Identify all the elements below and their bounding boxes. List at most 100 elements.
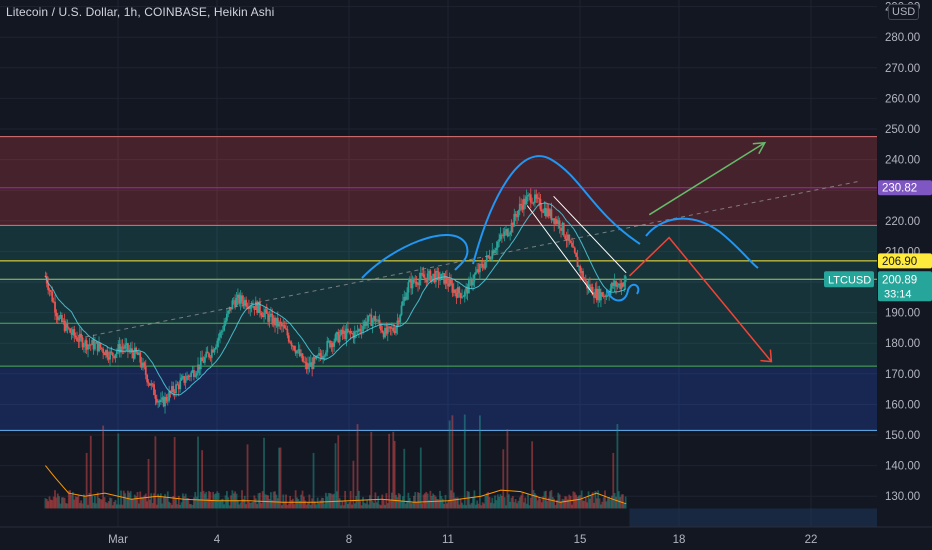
volume-bar bbox=[85, 452, 88, 509]
candle-body bbox=[597, 288, 600, 301]
candle-body bbox=[78, 333, 81, 342]
volume-bar bbox=[116, 504, 118, 509]
candle-body bbox=[177, 384, 180, 390]
candle-body bbox=[205, 351, 208, 358]
candle-body bbox=[396, 320, 399, 328]
candle-body bbox=[436, 271, 439, 273]
volume-bar bbox=[540, 502, 543, 509]
volume-bar bbox=[612, 452, 615, 509]
volume-bar bbox=[523, 502, 525, 509]
candle-body bbox=[50, 290, 52, 292]
candle-body bbox=[370, 314, 373, 326]
candle-body bbox=[457, 287, 459, 298]
candle-body bbox=[353, 331, 356, 339]
candle-body bbox=[389, 326, 392, 329]
candle-body bbox=[161, 397, 164, 400]
volume-bar bbox=[103, 497, 106, 509]
volume-bar bbox=[109, 497, 111, 509]
candle-body bbox=[624, 276, 627, 282]
volume-bar bbox=[206, 498, 209, 509]
candle-body bbox=[235, 297, 238, 307]
volume-bar bbox=[472, 496, 474, 509]
candle-body bbox=[331, 342, 334, 347]
candle-body bbox=[69, 328, 72, 333]
price-tick-label: 160.00 bbox=[885, 399, 920, 411]
volume-bar bbox=[389, 499, 392, 509]
volume-bar bbox=[591, 492, 594, 509]
volume-bar bbox=[237, 500, 239, 509]
candle-body bbox=[65, 322, 67, 331]
candle-body bbox=[219, 332, 221, 338]
candle-body bbox=[509, 232, 512, 235]
volume-bar bbox=[593, 502, 595, 509]
volume-bar bbox=[446, 503, 448, 509]
volume-bar bbox=[234, 491, 237, 509]
candle-body bbox=[459, 293, 462, 298]
volume-bar bbox=[349, 490, 352, 509]
volume-bar bbox=[386, 503, 389, 509]
volume-bar bbox=[388, 433, 391, 509]
volume-bar bbox=[290, 500, 293, 509]
volume-bar bbox=[562, 499, 565, 509]
volume-bar bbox=[602, 497, 605, 509]
candle-body bbox=[194, 375, 197, 377]
candle-body bbox=[171, 385, 173, 393]
volume-bar bbox=[518, 497, 521, 509]
candle-body bbox=[451, 283, 454, 293]
candle-body bbox=[91, 340, 94, 345]
currency-badge[interactable]: USD bbox=[888, 4, 920, 20]
volume-bar bbox=[285, 494, 287, 509]
candle-body bbox=[61, 315, 63, 322]
candle-body bbox=[234, 300, 237, 307]
volume-bar bbox=[95, 503, 98, 509]
volume-bar bbox=[476, 500, 479, 509]
volume-bar bbox=[315, 504, 318, 509]
drawings[interactable] bbox=[84, 141, 861, 363]
candle-body bbox=[373, 316, 375, 320]
volume-bar bbox=[509, 501, 512, 509]
candle-body bbox=[316, 355, 319, 357]
pattern-curve bbox=[472, 155, 641, 265]
volume-bar bbox=[89, 435, 92, 509]
candle-body bbox=[81, 337, 84, 348]
candle-body bbox=[289, 341, 292, 343]
moving-average bbox=[44, 202, 626, 396]
volume-bar bbox=[550, 490, 553, 509]
volume-bar bbox=[410, 503, 413, 509]
volume-bar bbox=[378, 504, 381, 509]
volume-bar bbox=[312, 452, 315, 509]
candle-body bbox=[435, 271, 437, 283]
candle-body bbox=[190, 372, 193, 377]
volume-bar bbox=[316, 497, 319, 509]
volume-bar bbox=[179, 504, 182, 509]
candle-body bbox=[230, 307, 232, 310]
candle-body bbox=[261, 315, 264, 318]
volume-bar bbox=[161, 503, 164, 509]
candle-body bbox=[227, 310, 230, 314]
volume-bar bbox=[485, 493, 488, 509]
volume-bar bbox=[327, 493, 330, 509]
candle-body bbox=[440, 273, 443, 279]
candle-body bbox=[340, 329, 342, 335]
volume-bar bbox=[502, 449, 505, 509]
candle-body bbox=[534, 194, 536, 203]
candle-body bbox=[105, 350, 107, 356]
volume-bar bbox=[441, 498, 444, 509]
volume-bar bbox=[499, 494, 502, 509]
volume-bar bbox=[443, 503, 446, 509]
time-axis[interactable]: Mar 4 8 11 15 18 22 bbox=[0, 526, 932, 550]
volume-bar bbox=[536, 500, 539, 509]
candle-body bbox=[256, 301, 259, 313]
candle-body bbox=[407, 282, 410, 293]
candle-body bbox=[586, 281, 589, 289]
candle-body bbox=[334, 334, 337, 342]
volume-bar bbox=[223, 504, 226, 509]
volume-bar bbox=[58, 496, 61, 509]
candle-body bbox=[569, 241, 572, 243]
volume-bar bbox=[338, 498, 341, 509]
candle-body bbox=[514, 213, 517, 217]
volume-bar bbox=[551, 496, 554, 509]
candle-body bbox=[583, 279, 586, 281]
